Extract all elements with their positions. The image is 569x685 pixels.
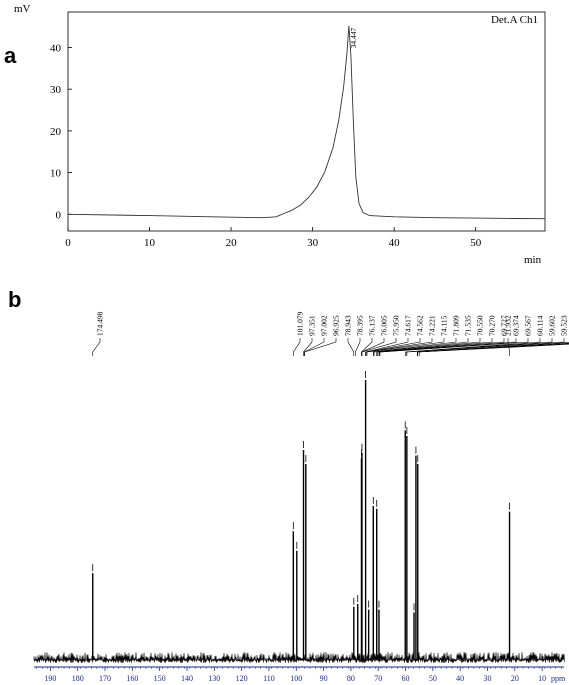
chromatogram-x-tick-label: 0 — [65, 237, 71, 249]
nmr-peak-label: 71.535 — [464, 315, 473, 336]
nmr-peak-connector — [303, 338, 313, 356]
nmr-peak-connector — [376, 338, 481, 356]
nmr-peak-connector — [361, 338, 397, 356]
nmr-peak-connector — [366, 338, 445, 356]
nmr-peak-connector — [347, 338, 355, 356]
nmr-peak-label: 74.617 — [404, 315, 413, 336]
nmr-peak-label: 74.562 — [416, 315, 425, 336]
nmr-peak-connector — [406, 338, 565, 356]
nmr-peak-label: 69.374 — [512, 315, 521, 336]
chromatogram-x-axis-label: min — [524, 254, 542, 266]
nmr-peak-label: 60.114 — [536, 315, 545, 336]
nmr-x-tick-label: 150 — [154, 674, 166, 683]
chromatogram-legend: Det.A Ch1 — [491, 14, 538, 26]
nmr-x-tick-label: 80 — [347, 674, 355, 683]
nmr-peak-label: 59.602 — [548, 315, 557, 336]
nmr-peak-connector — [379, 338, 529, 356]
nmr-x-tick-label: 130 — [208, 674, 220, 683]
nmr-peak-label: 76.137 — [368, 315, 377, 336]
nmr-x-tick-label: 90 — [320, 674, 328, 683]
nmr-peak-connector — [293, 338, 301, 356]
nmr-peak-connector — [365, 338, 421, 356]
nmr-x-tick-label: 110 — [263, 674, 275, 683]
nmr-peak-connector — [373, 338, 469, 356]
chromatogram-trace — [67, 25, 546, 220]
chromatogram-y-tick-label: 0 — [56, 209, 62, 221]
nmr-peak-connector — [378, 338, 505, 356]
chromatogram-x-ticks: 0 10 20 30 40 50 — [65, 227, 482, 249]
chromatogram-x-tick-label: 50 — [470, 237, 482, 249]
chromatogram-y-tick-label: 10 — [50, 168, 62, 180]
nmr-x-tick-label: 30 — [484, 674, 492, 683]
chromatogram-y-axis-label: mV — [14, 3, 31, 15]
nmr-peak-connector — [379, 338, 517, 356]
panel-b-label: b — [8, 287, 21, 312]
nmr-peak-bars — [92, 371, 511, 660]
chromatogram-x-tick-label: 10 — [144, 237, 156, 249]
nmr-peak-connector — [304, 338, 337, 356]
chromatogram-chart: mV min Det.A Ch1 0 10 20 30 40 50 0 10 20 30 40 3… — [14, 3, 546, 266]
chromatogram-y-ticks: 0 10 20 30 40 — [50, 42, 72, 221]
nmr-peak-connector — [92, 338, 101, 356]
nmr-peak-label: 174.498 — [96, 311, 105, 336]
nmr-x-tick-label: 10 — [538, 674, 546, 683]
nmr-x-tick-label: 180 — [72, 674, 84, 683]
chromatogram-peak-label: 34.447 — [349, 28, 358, 49]
nmr-x-tick-label: 170 — [99, 674, 111, 683]
nmr-x-tick-label: 70 — [374, 674, 382, 683]
nmr-x-tick-label: 190 — [44, 674, 56, 683]
nmr-peak-connector — [404, 338, 541, 356]
nmr-x-tick-label: 40 — [456, 674, 464, 683]
nmr-peak-label: 97.351 — [308, 315, 317, 336]
nmr-peak-connectors — [92, 338, 569, 356]
chromatogram-y-tick-label: 20 — [50, 126, 62, 138]
nmr-peak-connector — [361, 338, 385, 356]
nmr-peak-label: 96.925 — [332, 315, 341, 336]
nmr-spectrum-chart: 174.498 101.079 97.351 97.002 96.925 78.943 78… — [33, 311, 569, 683]
nmr-x-tick-label: 100 — [290, 674, 302, 683]
nmr-peak-connector — [418, 343, 569, 356]
nmr-peak-connector — [377, 338, 493, 356]
nmr-baseline-noise — [33, 652, 565, 664]
chromatogram-y-tick-label: 40 — [50, 42, 62, 54]
chromatogram-x-tick-label: 20 — [226, 237, 238, 249]
nmr-x-tick-label: 160 — [126, 674, 138, 683]
chromatogram-x-tick-label: 30 — [307, 237, 319, 249]
nmr-x-tick-label: 20 — [511, 674, 519, 683]
nmr-peak-label-group: 174.498 101.079 97.351 97.002 96.925 78.943 78… — [96, 311, 569, 336]
nmr-peak-connector — [372, 338, 457, 356]
nmr-peak-label: 70.270 — [488, 315, 497, 336]
nmr-peak-label: 75.950 — [392, 315, 401, 336]
nmr-x-axis-label: ppm — [551, 674, 566, 683]
nmr-peak-label: 101.079 — [296, 311, 305, 336]
nmr-peak-label: 78.943 — [344, 315, 353, 336]
chromatogram-plot-frame — [67, 11, 546, 232]
nmr-x-tick-label: 60 — [402, 674, 410, 683]
nmr-x-tick-label: 50 — [429, 674, 437, 683]
nmr-peak-label: 69.567 — [524, 315, 533, 336]
panel-a-label: a — [4, 43, 17, 68]
nmr-peak-label: 74.115 — [440, 315, 449, 336]
nmr-x-tick-label: 140 — [181, 674, 193, 683]
nmr-peak-label: 21.932 — [504, 315, 513, 336]
chromatogram-y-tick-label: 30 — [50, 84, 62, 96]
nmr-peak-label: 69.727 — [500, 315, 509, 336]
nmr-peak-label: 71.809 — [452, 315, 461, 336]
nmr-peak-label: 97.002 — [320, 315, 329, 336]
nmr-peak-label: 74.221 — [428, 315, 437, 336]
nmr-peak-connector — [507, 338, 510, 356]
chromatogram-x-tick-label: 40 — [389, 237, 401, 249]
nmr-peak-label: 70.550 — [476, 315, 485, 336]
nmr-peak-label: 59.523 — [560, 315, 569, 336]
nmr-peak-label: 76.005 — [380, 315, 389, 336]
nmr-peak-connector — [354, 338, 361, 356]
nmr-peak-label: 78.395 — [356, 315, 365, 336]
nmr-peak-connector — [361, 338, 373, 356]
nmr-x-tick-label: 120 — [236, 674, 248, 683]
nmr-x-ticks: 190 180 170 160 150 140 130 120 110 100 90 80 70 60 50… — [36, 667, 562, 683]
